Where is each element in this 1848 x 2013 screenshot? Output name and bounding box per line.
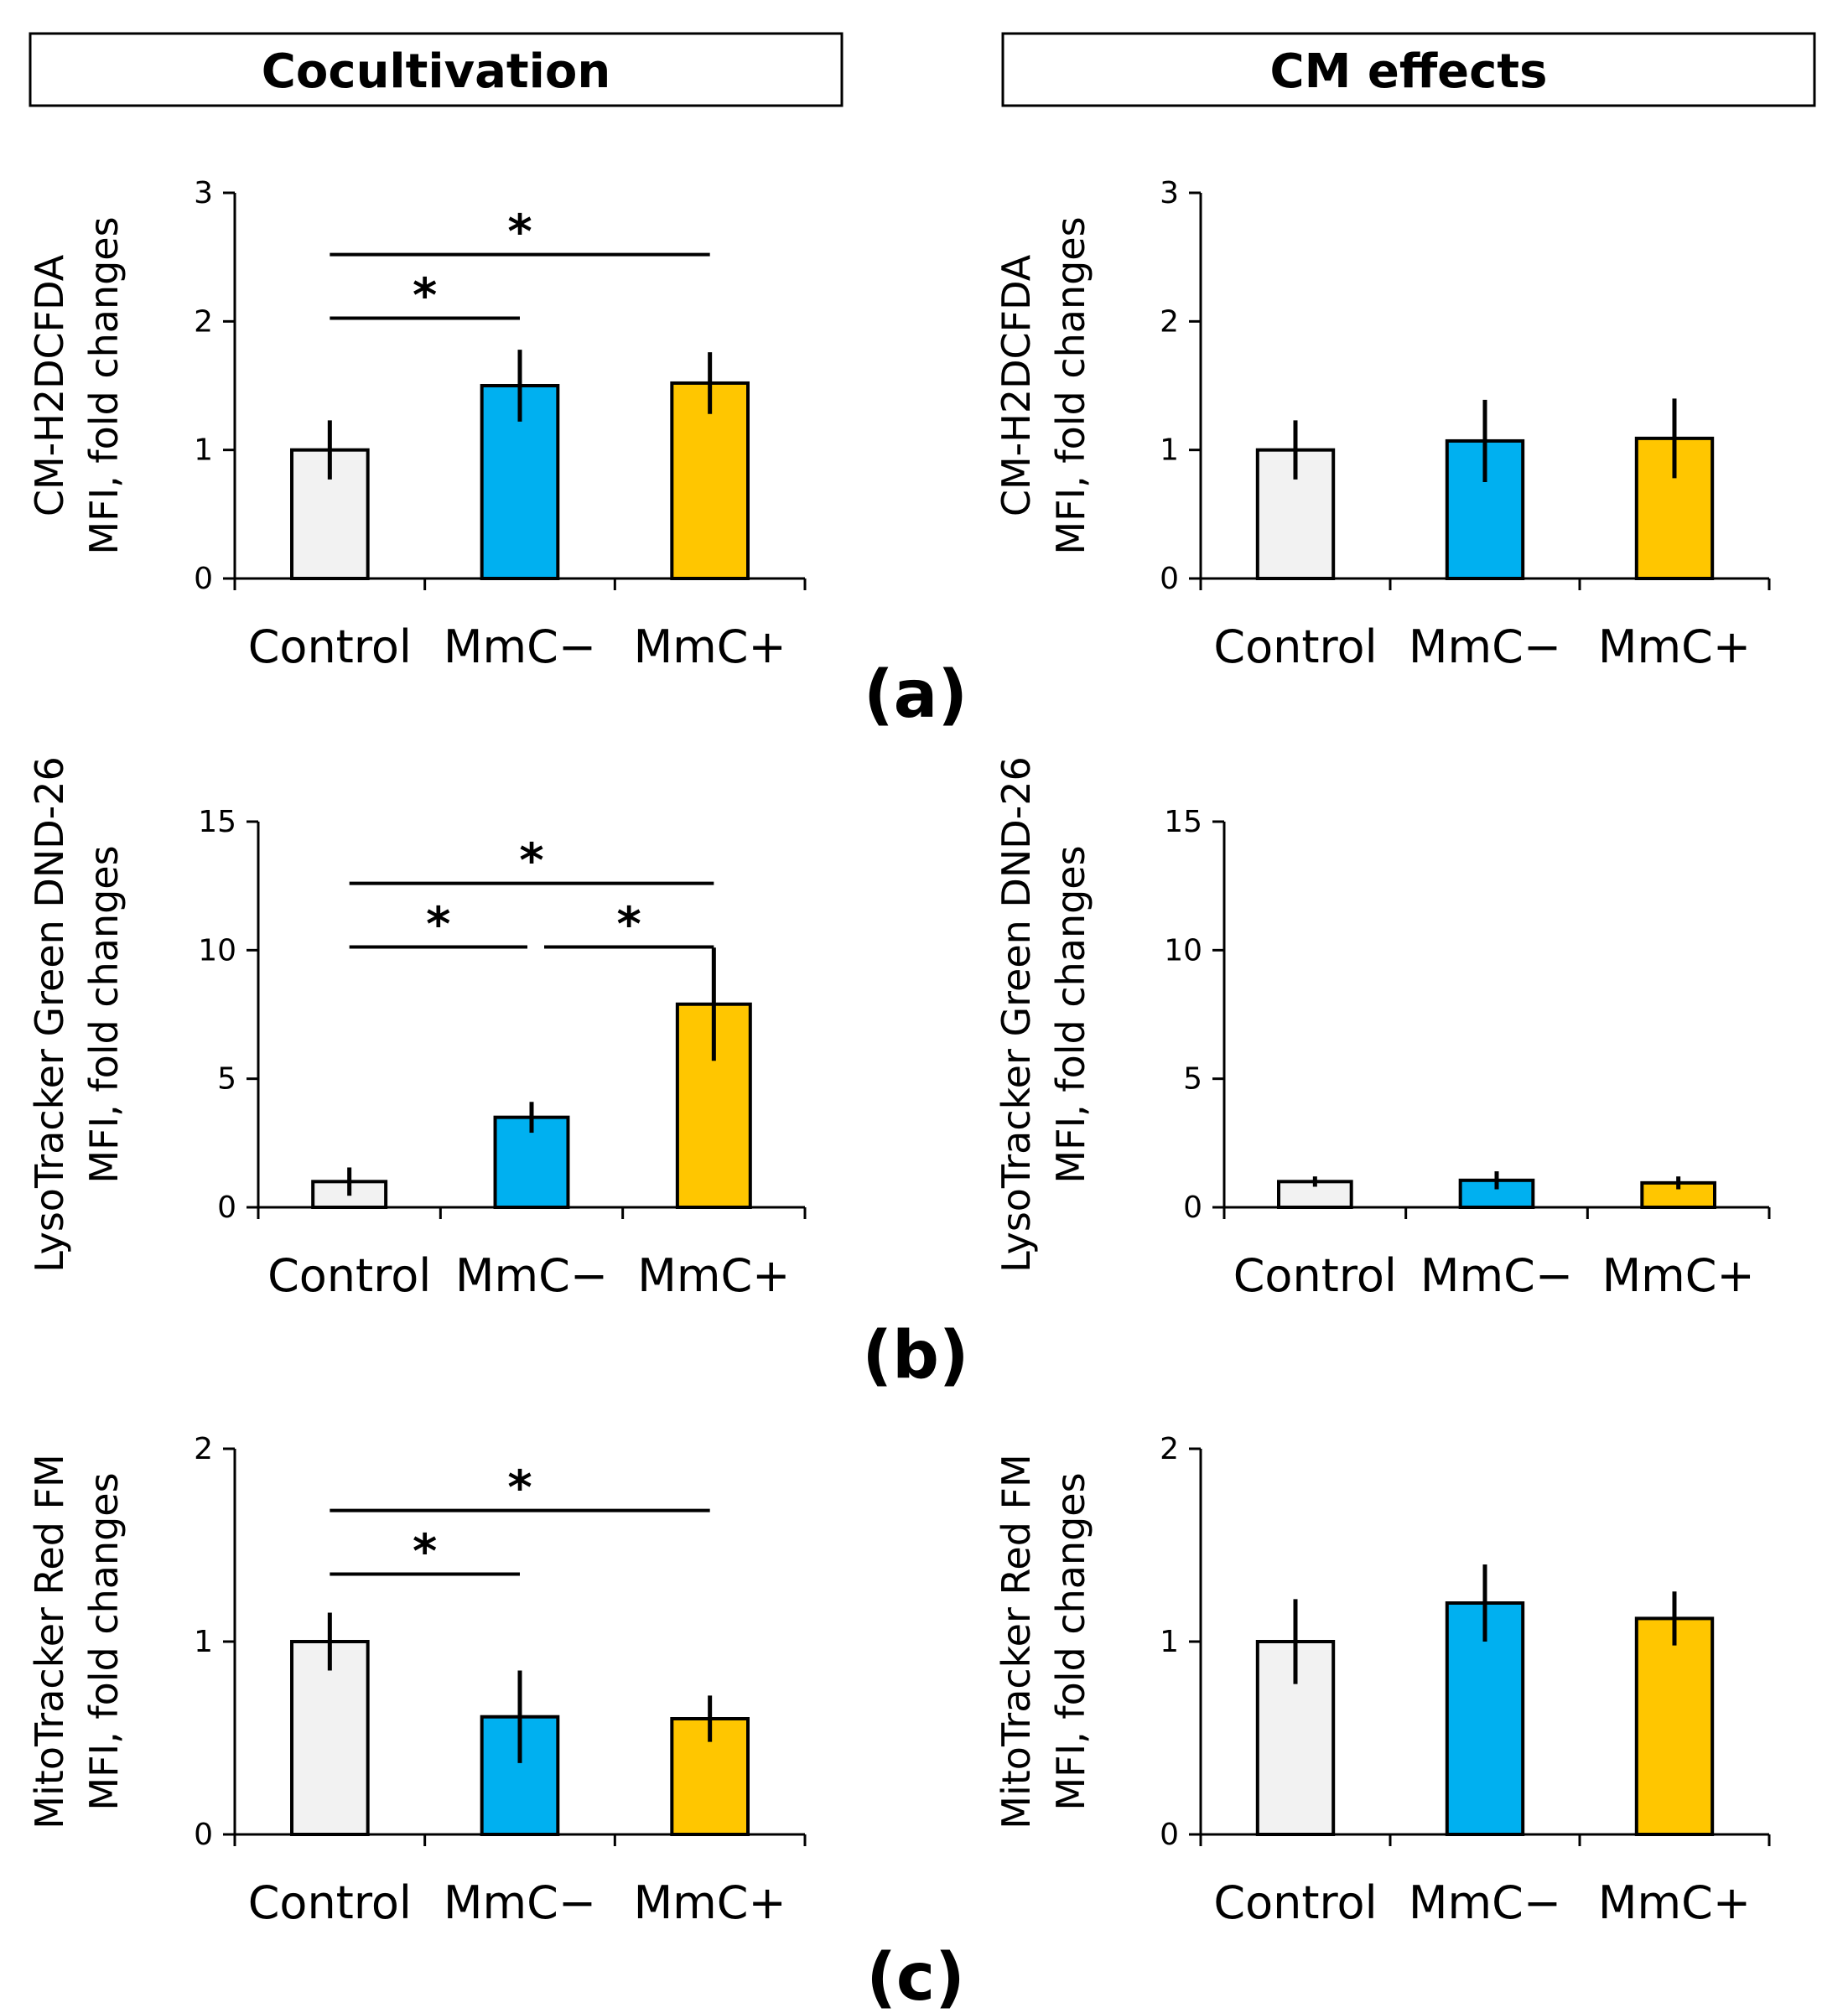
y-tick-label: 2 bbox=[1160, 1432, 1179, 1466]
x-category-label: Control bbox=[248, 1876, 412, 1929]
bar-mmc-minus bbox=[1445, 438, 1525, 581]
x-category-label: MmC− bbox=[444, 1876, 596, 1929]
y-axis-label-line-2: MFI, fold changes bbox=[1048, 216, 1093, 554]
y-tick-label: 0 bbox=[1160, 1818, 1179, 1852]
significance-marker: * bbox=[426, 898, 450, 952]
y-tick-label: 15 bbox=[198, 805, 236, 839]
chart-c-cocultivation: 0 1 2 MitoTracker Red FM MFI, fold changes Co… bbox=[27, 1432, 807, 1929]
x-category-label: MmC− bbox=[455, 1249, 608, 1302]
y-axis-label-line-2: MFI, fold changes bbox=[81, 216, 127, 554]
y-tick-label: 0 bbox=[217, 1191, 236, 1225]
header-cm-effects-label: CM effects bbox=[1270, 44, 1548, 99]
bar-control bbox=[290, 448, 370, 581]
x-category-label: MmC+ bbox=[637, 1249, 790, 1302]
chart-c-cm-effects: 0 1 2 MitoTracker Red FM MFI, fold changes Co… bbox=[994, 1432, 1771, 1929]
y-tick-label: 10 bbox=[198, 933, 236, 968]
y-tick-label: 1 bbox=[194, 1625, 213, 1659]
x-category-label: Control bbox=[1213, 620, 1377, 673]
chart-b-cocultivation: 0 5 10 15 LysoTracker Green DND-26 MFI, fold … bbox=[27, 756, 807, 1302]
y-axis-label-line-2: MFI, fold changes bbox=[1048, 845, 1093, 1183]
chart-a-cocultivation: 0 1 2 3 CM-H2DCFDA MFI, fold changes Control Mm… bbox=[27, 176, 807, 673]
y-tick-label: 2 bbox=[194, 1432, 213, 1466]
y-tick-label: 0 bbox=[1183, 1191, 1202, 1225]
y-tick-label: 3 bbox=[1160, 176, 1179, 210]
y-tick-label: 1 bbox=[1160, 433, 1179, 468]
y-tick-label: 1 bbox=[194, 433, 213, 468]
y-axis-label-line-1: CM-H2DCFDA bbox=[994, 254, 1039, 516]
y-tick-label: 15 bbox=[1164, 805, 1202, 839]
header-cocultivation-label: Cocultivation bbox=[262, 44, 610, 99]
y-tick-label: 3 bbox=[194, 176, 213, 210]
y-tick-label: 0 bbox=[194, 1818, 213, 1852]
y-tick-label: 10 bbox=[1164, 933, 1202, 968]
x-category-label: Control bbox=[1233, 1249, 1397, 1302]
y-axis-label-line-1: MitoTracker Red FM bbox=[994, 1454, 1039, 1829]
x-category-label: MmC+ bbox=[1598, 1876, 1751, 1929]
header-cocultivation: Cocultivation bbox=[29, 32, 844, 107]
x-category-label: MmC+ bbox=[634, 620, 786, 673]
chart-b-cm-effects: 0 5 10 15 LysoTracker Green DND-26 MFI, fold … bbox=[994, 756, 1771, 1302]
x-category-label: Control bbox=[267, 1249, 431, 1302]
significance-marker: * bbox=[519, 834, 543, 889]
x-category-label: MmC− bbox=[444, 620, 596, 673]
y-axis-label-line-2: MFI, fold changes bbox=[81, 1472, 127, 1810]
x-category-label: MmC+ bbox=[634, 1876, 786, 1929]
bar-mmc-plus bbox=[670, 381, 750, 580]
y-tick-label: 5 bbox=[1183, 1062, 1202, 1097]
y-tick-label: 5 bbox=[217, 1062, 236, 1097]
significance-marker: * bbox=[413, 1525, 437, 1580]
x-category-label: Control bbox=[1213, 1876, 1377, 1929]
x-category-label: MmC− bbox=[1409, 1876, 1561, 1929]
y-axis-label-line-1: MitoTracker Red FM bbox=[27, 1454, 72, 1829]
bar-mmc-plus bbox=[1634, 1616, 1715, 1837]
y-axis-label-line-2: MFI, fold changes bbox=[1048, 1472, 1093, 1810]
chart-a-cm-effects: 0 1 2 3 CM-H2DCFDA MFI, fold changes Control Mm… bbox=[994, 176, 1771, 673]
header-cocultivation-box bbox=[29, 32, 844, 107]
significance-marker: * bbox=[507, 1461, 532, 1516]
panel-label-b: (b) bbox=[862, 1318, 968, 1393]
x-category-label: MmC+ bbox=[1602, 1249, 1755, 1302]
header-cm-effects: CM effects bbox=[1001, 32, 1816, 107]
significance-marker: * bbox=[617, 898, 641, 952]
y-axis-label-line-1: LysoTracker Green DND-26 bbox=[994, 756, 1039, 1273]
x-category-label: MmC+ bbox=[1598, 620, 1751, 673]
panel-label-c: (c) bbox=[866, 1940, 965, 2013]
panel-label-a: (a) bbox=[864, 657, 968, 733]
significance-marker: * bbox=[413, 269, 437, 324]
y-tick-label: 2 bbox=[1160, 304, 1179, 339]
y-tick-label: 2 bbox=[194, 304, 213, 339]
significance-marker: * bbox=[507, 205, 532, 260]
header-cm-effects-box bbox=[1001, 32, 1816, 107]
x-category-label: MmC− bbox=[1420, 1249, 1573, 1302]
y-tick-label: 0 bbox=[1160, 562, 1179, 596]
x-category-label: MmC− bbox=[1409, 620, 1561, 673]
y-axis-label-line-1: CM-H2DCFDA bbox=[27, 254, 72, 516]
y-axis-label-line-1: LysoTracker Green DND-26 bbox=[27, 756, 72, 1273]
y-axis-label-line-2: MFI, fold changes bbox=[81, 845, 127, 1183]
y-tick-label: 1 bbox=[1160, 1625, 1179, 1659]
x-category-label: Control bbox=[248, 620, 412, 673]
bar-control bbox=[290, 1640, 370, 1836]
y-tick-label: 0 bbox=[194, 562, 213, 596]
